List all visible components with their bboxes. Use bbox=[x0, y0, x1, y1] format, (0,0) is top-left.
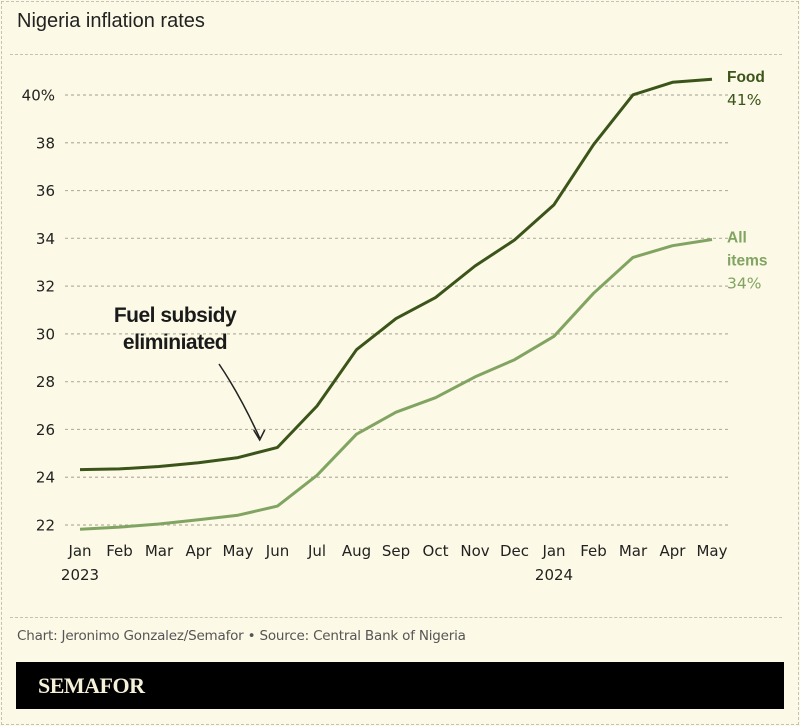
x-tick-label: Jul bbox=[307, 542, 326, 560]
annotation-text: Fuel subsidy bbox=[114, 304, 237, 327]
y-tick-label: 38 bbox=[36, 134, 55, 152]
series-line-food bbox=[79, 77, 713, 472]
x-tick-label: May bbox=[222, 542, 253, 560]
chart-credit: Chart: Jeronimo Gonzalez/Semafor • Sourc… bbox=[17, 628, 466, 644]
title-divider bbox=[10, 54, 782, 55]
series-end-value: 41% bbox=[727, 91, 761, 109]
y-tick-label: 32 bbox=[36, 278, 55, 296]
x-tick-label: Dec bbox=[500, 542, 529, 560]
x-tick-label: Jan bbox=[67, 542, 91, 560]
annotation-arrowhead bbox=[253, 429, 266, 442]
line-chart: 22 24 26 28 30 32 34 36 38 40% Jan Feb Mar Apr May Jun… bbox=[22, 69, 768, 584]
annotation-arrow bbox=[218, 363, 261, 439]
x-tick-label: Nov bbox=[460, 542, 489, 560]
y-tick-label: 30 bbox=[36, 325, 55, 343]
series-name-label: All bbox=[727, 230, 747, 247]
series-lines bbox=[79, 77, 713, 531]
x-tick-label: Jan bbox=[541, 542, 565, 560]
x-tick-label: Mar bbox=[619, 542, 648, 560]
x-tick-label: May bbox=[696, 542, 727, 560]
brand-bar: SEMAFOR bbox=[16, 662, 784, 709]
series-line-all-items bbox=[79, 238, 713, 531]
series-end-value: 34% bbox=[727, 275, 761, 293]
x-tick-label: Oct bbox=[423, 542, 449, 560]
x-year-label: 2023 bbox=[61, 566, 99, 584]
x-tick-label: Feb bbox=[106, 542, 133, 560]
y-tick-label: 40% bbox=[22, 87, 55, 105]
y-tick-label: 24 bbox=[36, 469, 55, 487]
y-axis-ticks: 22 24 26 28 30 32 34 36 38 40% bbox=[22, 87, 55, 535]
gridlines bbox=[65, 94, 728, 526]
x-tick-label: Mar bbox=[145, 542, 174, 560]
series-name-label: Food bbox=[727, 69, 765, 86]
x-tick-label: Aug bbox=[342, 542, 371, 560]
series-labels: Food 41% All items 34% bbox=[727, 69, 768, 292]
y-tick-label: 22 bbox=[36, 517, 55, 535]
x-tick-label: Sep bbox=[382, 542, 410, 560]
annotation: Fuel subsidy eliminiated bbox=[114, 304, 266, 442]
x-tick-label: Apr bbox=[660, 542, 687, 560]
x-tick-label: Jun bbox=[265, 542, 289, 560]
x-tick-label: Apr bbox=[186, 542, 213, 560]
y-tick-label: 26 bbox=[36, 421, 55, 439]
y-tick-label: 36 bbox=[36, 182, 55, 200]
brand-logo: SEMAFOR bbox=[38, 673, 145, 698]
x-year-label: 2024 bbox=[535, 566, 573, 584]
x-axis-ticks: Jan Feb Mar Apr May Jun Jul Aug Sep Oct Nov Dec Jan F… bbox=[61, 542, 728, 584]
series-name-label: items bbox=[727, 253, 768, 270]
chart-title: Nigeria inflation rates bbox=[17, 10, 205, 32]
annotation-text: eliminiated bbox=[123, 331, 227, 354]
footer-divider bbox=[10, 617, 782, 618]
y-tick-label: 34 bbox=[36, 230, 55, 248]
y-tick-label: 28 bbox=[36, 373, 55, 391]
x-tick-label: Feb bbox=[580, 542, 607, 560]
